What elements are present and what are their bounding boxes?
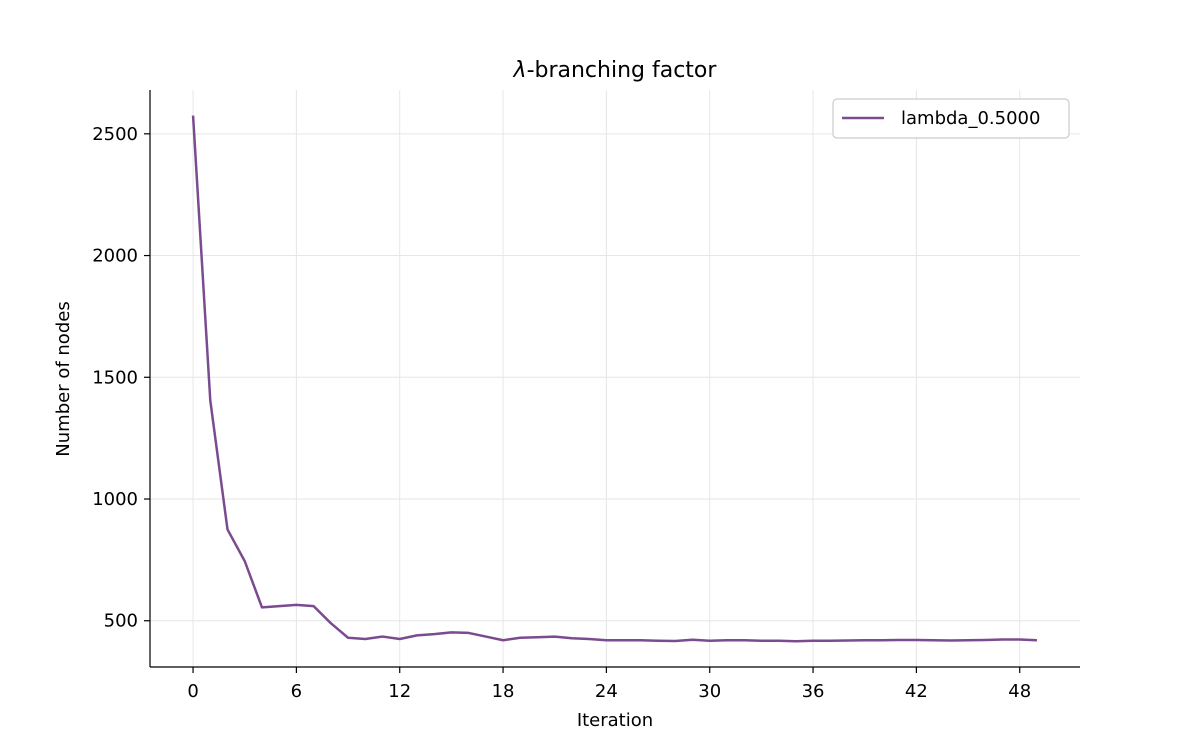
x-tick-label: 24	[595, 681, 618, 702]
x-tick-label: 36	[802, 681, 825, 702]
x-tick-label: 12	[388, 681, 411, 702]
y-tick-label: 2000	[92, 246, 138, 267]
chart-title: λ-branching factor	[513, 58, 718, 83]
series-line	[191, 115, 1037, 643]
x-tick-label: 0	[187, 681, 198, 702]
y-axis-label: Number of nodes	[53, 301, 74, 456]
legend: lambda_0.5000	[832, 98, 1070, 139]
ticks-layer: 0 6 12 18 24 30 36 42 48 500 1000 1500 2000 2500	[92, 124, 1031, 702]
y-tick-label: 500	[104, 611, 138, 632]
x-tick-label: 18	[492, 681, 515, 702]
chart-title-symbol: λ	[513, 58, 527, 83]
y-tick-label: 1000	[92, 489, 138, 510]
axes-layer	[149, 90, 1080, 668]
legend-box	[832, 98, 1070, 139]
x-axis-label: Iteration	[577, 710, 653, 731]
x-tick-label: 48	[1008, 681, 1031, 702]
chart-title-rest: -branching factor	[527, 58, 718, 83]
legend-item-label: lambda_0.5000	[901, 108, 1040, 129]
y-tick-label: 2500	[92, 124, 138, 145]
series-layer	[191, 115, 1037, 643]
x-tick-label: 42	[905, 681, 928, 702]
grid-layer	[150, 90, 1080, 667]
x-tick-label: 30	[698, 681, 721, 702]
y-tick-label: 1500	[92, 367, 138, 388]
x-tick-label: 6	[291, 681, 302, 702]
